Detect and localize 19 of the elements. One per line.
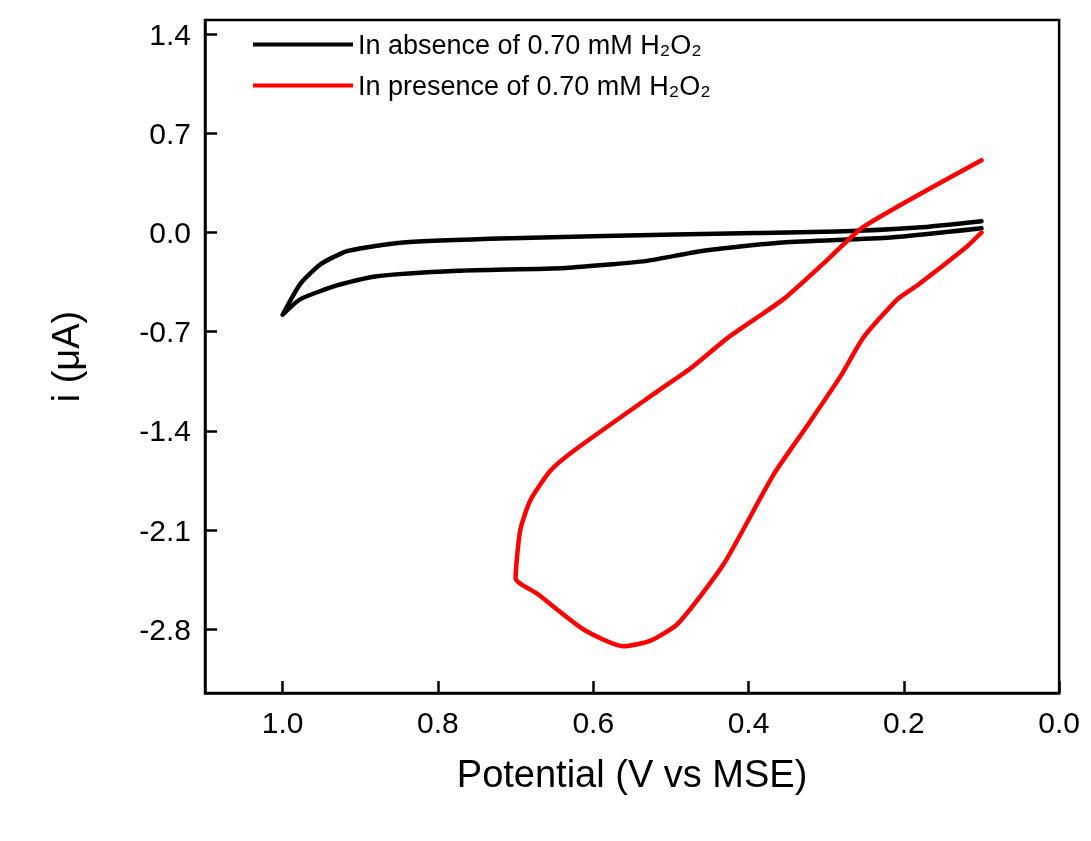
y-tick-label: 0.7: [149, 116, 191, 150]
line-series: [280, 218, 984, 317]
y-tick-label: 0.0: [149, 216, 191, 250]
x-tick-label: 0.2: [882, 705, 925, 739]
y-axis-title: i (μA): [45, 310, 87, 403]
y-tick-label: -0.7: [139, 315, 191, 349]
x-tick-label: 0.8: [417, 705, 459, 739]
y-tick-label: -2.1: [139, 513, 191, 547]
y-tick-label: -2.8: [139, 612, 191, 646]
legend-label: In presence of 0.70 mM H₂O₂: [358, 70, 711, 101]
legend-label: In absence of 0.70 mM H₂O₂: [358, 29, 702, 60]
y-tick-label: 1.4: [149, 17, 191, 51]
x-tick-label: 0.6: [572, 705, 615, 739]
y-tick-label: -1.4: [139, 414, 191, 448]
x-tick-label: 0.4: [727, 705, 770, 739]
x-tick-label: 0.0: [1038, 705, 1081, 739]
x-tick-label: 1.0: [261, 705, 304, 739]
x-axis-title: Potential (V vs MSE): [456, 753, 808, 795]
line-series: [513, 158, 984, 649]
